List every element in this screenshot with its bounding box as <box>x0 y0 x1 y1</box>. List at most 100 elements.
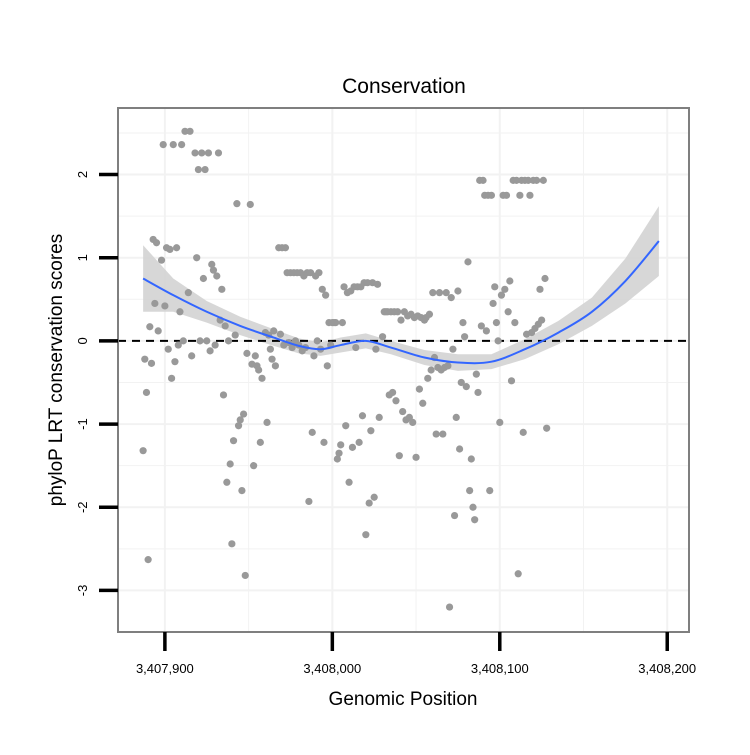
data-point <box>464 258 472 266</box>
panel-background <box>118 108 689 632</box>
data-point <box>486 487 494 495</box>
data-point <box>497 291 506 299</box>
data-point <box>539 176 547 184</box>
data-point <box>452 413 460 422</box>
y-tick-label: 2 <box>75 171 90 178</box>
data-point <box>345 478 353 486</box>
data-point <box>166 245 174 253</box>
data-point <box>322 291 330 299</box>
data-point <box>228 540 236 548</box>
data-point <box>467 455 475 463</box>
data-point <box>211 341 219 349</box>
data-point <box>429 289 437 297</box>
data-point <box>218 285 226 293</box>
data-point <box>524 176 532 184</box>
data-point <box>425 310 434 318</box>
data-point <box>352 343 360 352</box>
data-point <box>489 299 497 308</box>
data-point <box>270 327 278 335</box>
data-point <box>241 571 249 580</box>
data-point <box>519 428 527 436</box>
data-point <box>479 176 487 184</box>
data-point <box>233 200 241 208</box>
data-point <box>375 413 383 422</box>
data-point <box>159 140 167 149</box>
y-tick-label: 1 <box>75 254 90 261</box>
data-point <box>320 438 328 446</box>
data-point <box>271 362 280 370</box>
scatter-points-layer <box>139 127 551 611</box>
data-point <box>181 127 189 135</box>
data-point <box>372 345 380 353</box>
data-point <box>178 140 186 149</box>
data-point <box>231 331 239 339</box>
data-point <box>310 352 318 360</box>
data-point <box>305 497 313 506</box>
data-point <box>450 511 459 520</box>
smooth-fit-line <box>142 240 660 365</box>
data-point <box>395 452 403 460</box>
data-point <box>492 318 501 327</box>
data-point <box>173 244 181 252</box>
data-point <box>176 308 184 316</box>
data-point <box>318 285 326 293</box>
data-point <box>399 407 407 416</box>
data-point <box>201 165 209 174</box>
data-point <box>281 244 290 252</box>
data-point <box>533 176 541 184</box>
data-point <box>258 374 266 382</box>
chart-title: Conservation <box>342 75 466 98</box>
data-point <box>355 438 363 446</box>
data-point <box>196 337 204 345</box>
data-point <box>226 460 234 468</box>
data-point <box>358 412 367 420</box>
data-point <box>397 316 405 324</box>
y-tick-label: -1 <box>75 418 90 430</box>
data-point <box>496 418 504 426</box>
data-point <box>255 366 263 374</box>
y-tick-label: 0 <box>75 337 90 344</box>
data-point <box>139 447 147 455</box>
data-point <box>184 289 192 297</box>
data-point <box>415 385 424 393</box>
data-point <box>323 362 331 370</box>
data-point <box>152 239 161 247</box>
data-point <box>348 443 357 451</box>
data-point <box>174 341 182 349</box>
data-point <box>419 399 427 407</box>
data-point <box>268 355 276 363</box>
data-point <box>432 430 440 438</box>
data-point <box>236 416 244 424</box>
data-point <box>179 337 187 345</box>
data-point <box>392 397 400 405</box>
data-point <box>514 570 522 578</box>
data-point <box>191 149 199 157</box>
data-point <box>445 603 454 611</box>
data-point <box>229 437 238 445</box>
smooth-line-layer <box>142 240 660 365</box>
y-tick-label: -3 <box>75 585 90 597</box>
data-point <box>266 345 274 353</box>
data-point <box>502 191 511 199</box>
data-point <box>367 427 375 435</box>
data-point <box>487 191 496 199</box>
data-point <box>188 352 196 360</box>
plot-panel <box>117 107 690 633</box>
data-point <box>194 165 202 174</box>
data-point <box>466 487 474 495</box>
x-axis-label: Genomic Position <box>329 689 478 710</box>
data-point <box>340 283 348 291</box>
data-point <box>161 302 169 310</box>
data-point <box>409 418 417 426</box>
data-point <box>147 359 156 367</box>
data-point <box>442 289 450 297</box>
data-point <box>526 191 534 199</box>
data-point <box>313 337 321 345</box>
data-point <box>491 283 499 291</box>
data-point <box>455 445 464 453</box>
data-point <box>507 377 516 385</box>
data-point <box>141 355 149 363</box>
data-point <box>394 308 402 316</box>
